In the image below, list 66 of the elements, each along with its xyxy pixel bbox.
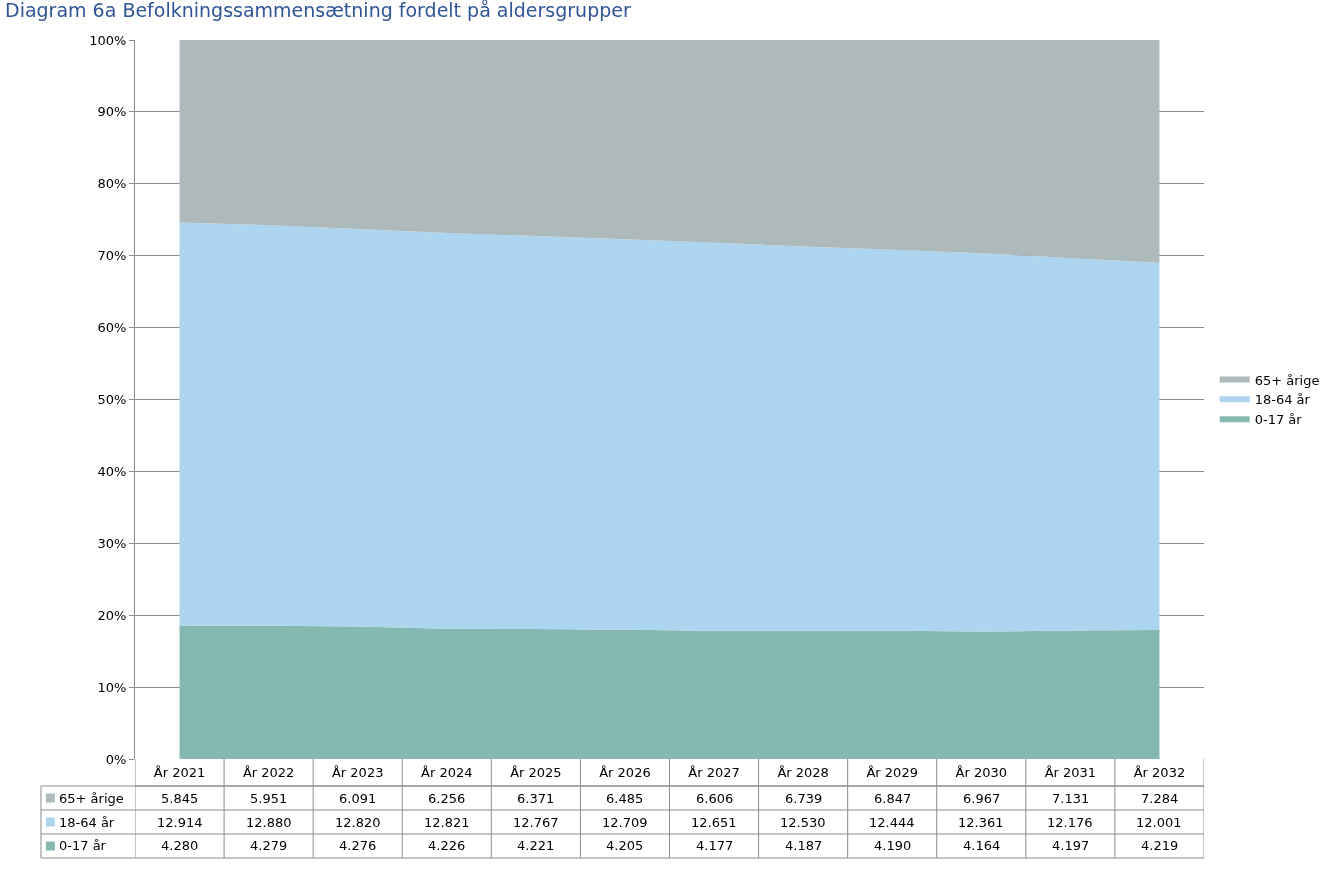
- text: 7.131: [1052, 791, 1090, 806]
- text: 4.190: [874, 838, 912, 853]
- text: 5.951: [250, 791, 288, 806]
- text: 65+ årige: [59, 791, 124, 806]
- text: 4.279: [250, 838, 288, 853]
- x-tick-label: År 2029: [866, 765, 918, 780]
- text: 4.187: [785, 838, 823, 853]
- text: 4.205: [606, 838, 644, 853]
- text: 4.219: [1141, 838, 1179, 853]
- y-tick-label: 90%: [97, 104, 127, 120]
- text: 6.967: [963, 791, 1001, 806]
- text: 12.361: [958, 815, 1004, 830]
- text: 6.091: [339, 791, 377, 806]
- y-tick-label: 10%: [97, 679, 127, 695]
- x-tick-label: År 2025: [510, 765, 562, 780]
- text: 12.767: [513, 815, 559, 830]
- text: 12.444: [869, 815, 915, 830]
- legend-label: 65+ årige: [1254, 372, 1320, 388]
- x-tick-label: År 2028: [777, 765, 829, 780]
- y-tick-label: 50%: [97, 392, 127, 408]
- text: 4.280: [161, 838, 199, 853]
- text: 6.739: [785, 791, 823, 806]
- text: 4.177: [696, 838, 734, 853]
- text: 4.226: [428, 838, 466, 853]
- text: 12.001: [1136, 815, 1182, 830]
- chart-title: Diagram 6a Befolkningssammensætning fordelt på aldersgrupper: [5, 0, 631, 22]
- x-tick-label: År 2027: [688, 765, 740, 780]
- text: 4.221: [517, 838, 555, 853]
- y-tick-label: 60%: [97, 320, 127, 336]
- text: 5.845: [161, 791, 199, 806]
- legend-label: 0-17 år: [59, 838, 107, 853]
- text: 18-64 år: [59, 815, 115, 830]
- x-tick-label: År 2021: [153, 765, 206, 780]
- y-tick-label: 70%: [97, 248, 127, 264]
- y-tick-label: 20%: [97, 607, 127, 623]
- text: 12.914: [157, 815, 203, 830]
- text: 6.371: [517, 791, 555, 806]
- text: 6.606: [696, 791, 734, 806]
- text: 12.176: [1047, 815, 1093, 830]
- x-tick-label: År 2023: [331, 765, 384, 780]
- y-tick-label: 80%: [97, 176, 127, 192]
- x-tick-label: År 2031: [1044, 765, 1097, 780]
- text: 6.847: [874, 791, 912, 806]
- x-tick-label: År 2032: [1133, 765, 1186, 780]
- text: 4.276: [339, 838, 377, 853]
- text: 12.709: [602, 815, 648, 830]
- legend-label: 18-64 år: [1254, 392, 1311, 408]
- x-tick-label: År 2030: [955, 765, 1008, 780]
- text: 7.284: [1141, 791, 1179, 806]
- text: 12.530: [780, 815, 826, 830]
- x-tick-label: År 2022: [242, 765, 295, 780]
- y-tick-label: 100%: [89, 32, 127, 48]
- text: 4.197: [1052, 838, 1090, 853]
- y-tick-label: 0%: [105, 751, 127, 767]
- x-tick-label: År 2026: [599, 765, 651, 780]
- x-tick-label: År 2024: [421, 765, 473, 780]
- text: 12.820: [335, 815, 381, 830]
- text: 6.256: [428, 791, 466, 806]
- text: 12.821: [424, 815, 470, 830]
- y-tick-label: 40%: [97, 463, 127, 479]
- text: 12.880: [246, 815, 292, 830]
- text: 6.485: [606, 791, 644, 806]
- y-tick-label: 30%: [97, 535, 127, 551]
- text: 0-17 år: [1254, 412, 1302, 428]
- text: 12.651: [691, 815, 737, 830]
- text: 4.164: [963, 838, 1001, 853]
